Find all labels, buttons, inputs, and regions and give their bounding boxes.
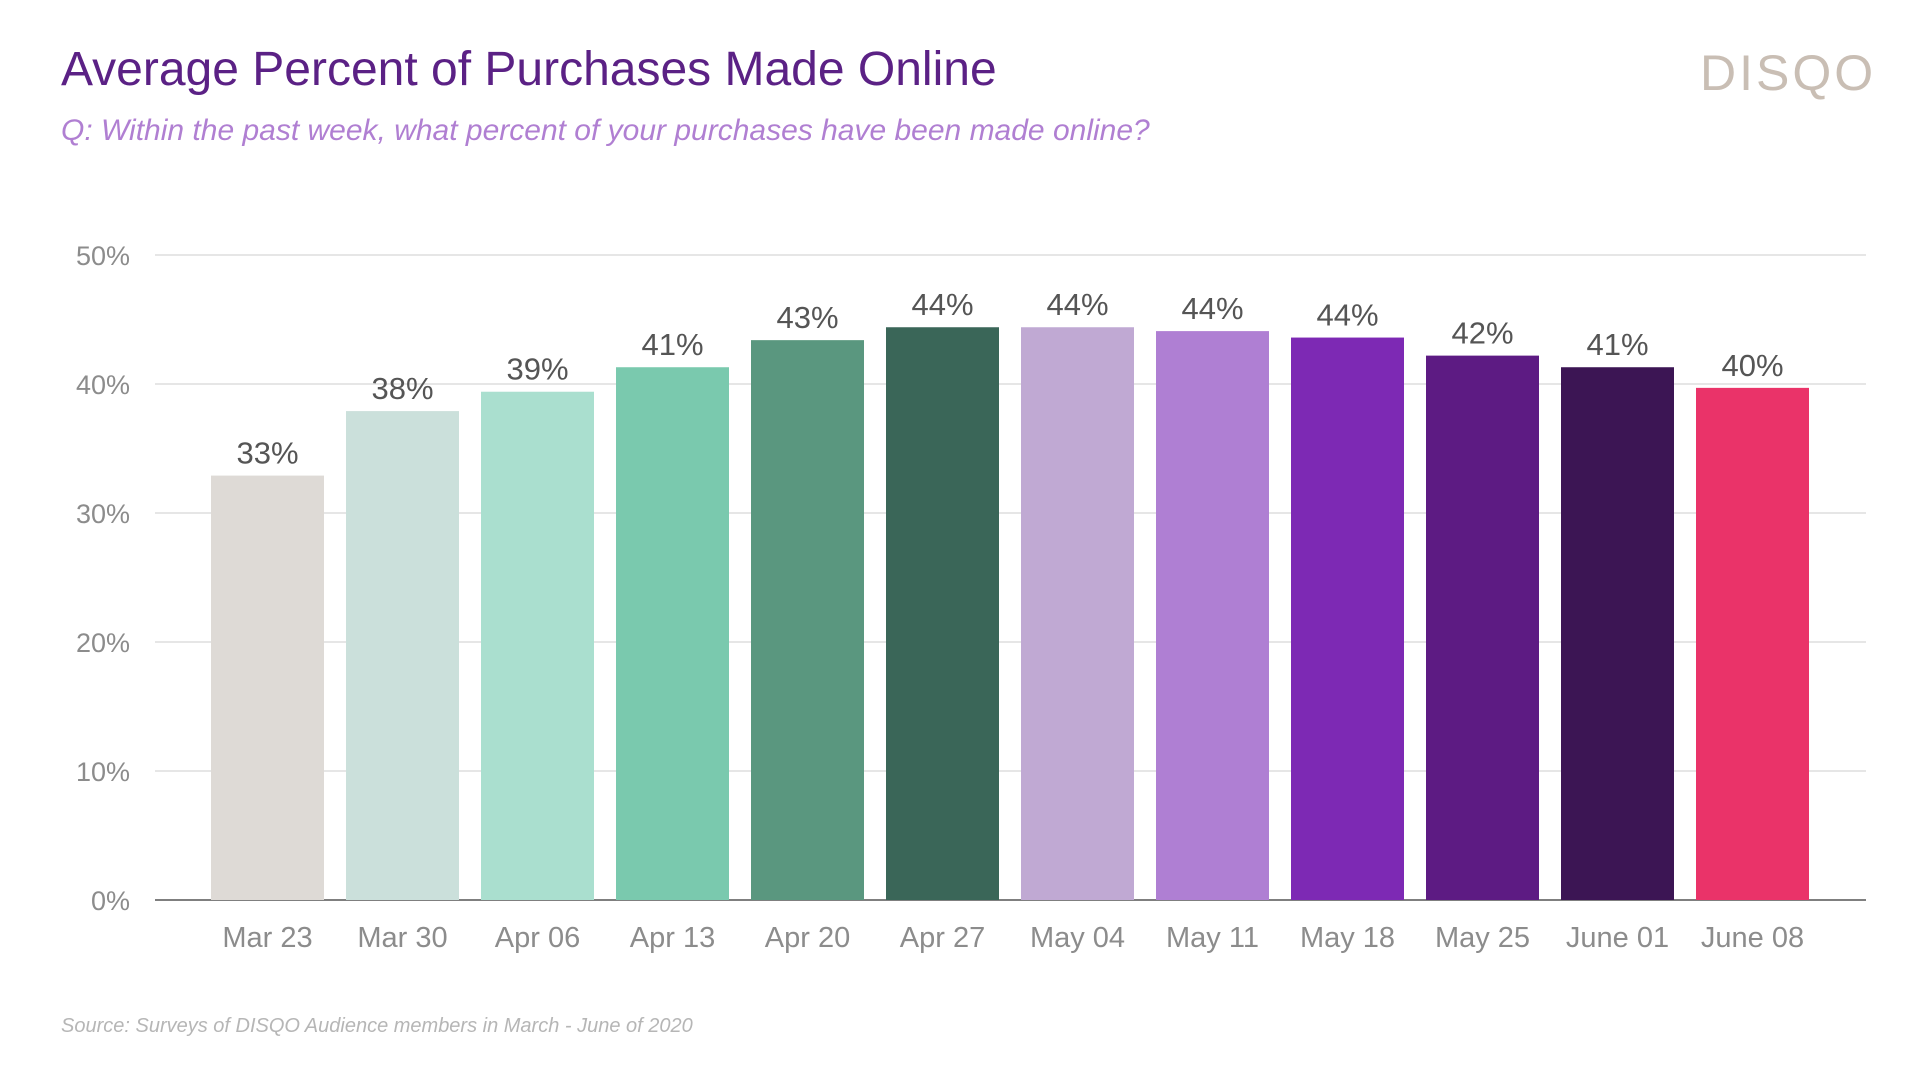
bar-apr-20 <box>751 340 864 900</box>
x-tick-label: May 18 <box>1300 922 1395 954</box>
bar-may-11 <box>1156 331 1269 900</box>
chart-title: Average Percent of Purchases Made Online <box>61 43 997 96</box>
x-tick-label: May 04 <box>1030 922 1125 954</box>
data-label: 44% <box>1046 287 1108 322</box>
data-label: 41% <box>641 327 703 362</box>
data-label: 39% <box>506 352 568 387</box>
y-tick-label: 30% <box>76 499 130 529</box>
data-label: 43% <box>776 300 838 335</box>
bar-june-01 <box>1561 367 1674 901</box>
x-tick-label: Apr 06 <box>495 922 580 954</box>
data-label: 33% <box>236 436 298 471</box>
disqo-logo: DISQO <box>1700 45 1877 101</box>
bar-mar-23 <box>211 475 324 900</box>
data-label: 38% <box>371 371 433 406</box>
y-tick-label: 0% <box>91 886 130 916</box>
bar-apr-27 <box>886 327 999 900</box>
bar-may-25 <box>1426 355 1539 900</box>
y-tick-label: 40% <box>76 370 130 400</box>
bar-may-18 <box>1291 337 1404 900</box>
y-tick-label: 50% <box>76 241 130 271</box>
data-labels: 33% 38% 39% 41% 43% 44% 44% 44% 44% 42% 41% 40% <box>236 287 1783 470</box>
data-label: 42% <box>1451 316 1513 351</box>
x-tick-label: June 08 <box>1701 922 1804 954</box>
x-axis: Mar 23 Mar 30 Apr 06 Apr 13 Apr 20 Apr 27 May … <box>222 922 1804 954</box>
x-tick-label: June 01 <box>1566 922 1669 954</box>
x-tick-label: May 25 <box>1435 922 1530 954</box>
y-tick-label: 20% <box>76 628 130 658</box>
bar-apr-06 <box>481 391 594 900</box>
y-axis: 0% 10% 20% 30% 40% 50% <box>76 241 130 916</box>
bar-june-08 <box>1696 387 1809 900</box>
y-tick-label: 10% <box>76 757 130 787</box>
x-tick-label: Mar 30 <box>357 922 447 954</box>
x-tick-label: Apr 13 <box>630 922 715 954</box>
x-tick-label: May 11 <box>1166 922 1259 954</box>
source-note: Source: Surveys of DISQO Audience member… <box>61 1015 693 1037</box>
x-tick-label: Mar 23 <box>222 922 312 954</box>
bar-mar-30 <box>346 411 459 900</box>
x-tick-label: Apr 27 <box>900 922 985 954</box>
chart-subtitle: Q: Within the past week, what percent of… <box>61 114 1150 147</box>
bar-apr-13 <box>616 367 729 901</box>
bars <box>211 327 1809 901</box>
bar-may-04 <box>1021 327 1134 900</box>
data-label: 40% <box>1721 348 1783 383</box>
data-label: 44% <box>1316 298 1378 333</box>
data-label: 41% <box>1586 327 1648 362</box>
data-label: 44% <box>1181 291 1243 326</box>
data-label: 44% <box>911 287 973 322</box>
x-tick-label: Apr 20 <box>765 922 850 954</box>
